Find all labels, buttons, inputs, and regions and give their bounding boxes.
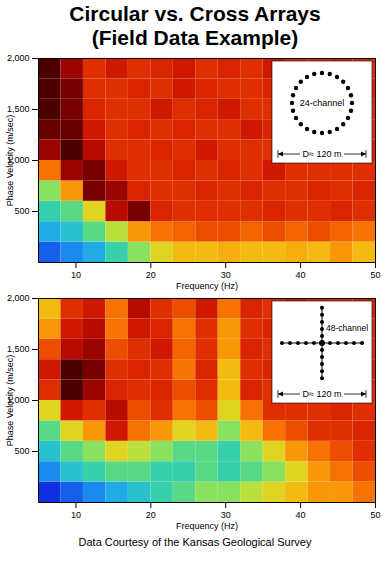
svg-text:20: 20 — [146, 270, 156, 280]
svg-text:1,500: 1,500 — [7, 344, 30, 354]
svg-text:500: 500 — [14, 206, 29, 216]
svg-text:1,000: 1,000 — [7, 395, 30, 406]
html-text:Circular vs. Cross Arrays: Circular vs. Cross Arrays — [69, 2, 321, 25]
svg-text:Frequency (Hz): Frequency (Hz) — [176, 521, 238, 531]
svg-text:1,500: 1,500 — [7, 104, 30, 114]
svg-text:20: 20 — [146, 510, 156, 520]
svg-text:Frequency (Hz): Frequency (Hz) — [176, 281, 238, 291]
svg-text:30: 30 — [221, 270, 231, 280]
svg-text:48-channel: 48-channel — [326, 323, 368, 333]
html-text:(Field Data Example): (Field Data Example) — [91, 26, 299, 49]
svg-text:Phase Velocity (m/sec): Phase Velocity (m/sec) — [5, 115, 15, 207]
svg-text:500: 500 — [14, 446, 29, 456]
svg-text:24-channel: 24-channel — [300, 98, 345, 108]
svg-text:2,000: 2,000 — [7, 293, 30, 303]
svg-text:2,000: 2,000 — [7, 53, 30, 63]
html-text:Data Courtesy of the Kansas Ge: Data Courtesy of the Kansas Geological S… — [78, 536, 312, 548]
svg-text:D≈ 120 m: D≈ 120 m — [303, 389, 342, 399]
svg-text:1,000: 1,000 — [7, 155, 30, 166]
svg-text:30: 30 — [221, 510, 231, 520]
svg-text:10: 10 — [71, 270, 81, 280]
svg-text:40: 40 — [296, 270, 306, 280]
svg-text:40: 40 — [296, 510, 306, 520]
svg-text:D≈ 120 m: D≈ 120 m — [303, 149, 342, 159]
svg-text:10: 10 — [71, 510, 81, 520]
svg-text:Phase Velocity (m/sec): Phase Velocity (m/sec) — [5, 355, 15, 447]
svg-text:50: 50 — [370, 510, 380, 520]
svg-text:50: 50 — [370, 270, 380, 280]
